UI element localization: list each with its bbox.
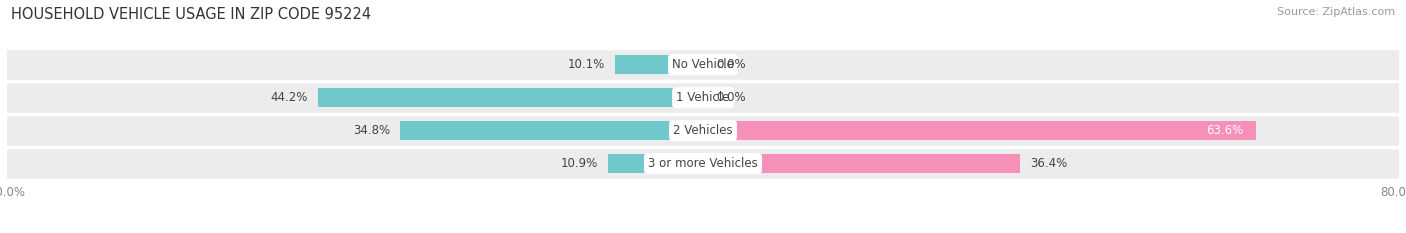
Text: HOUSEHOLD VEHICLE USAGE IN ZIP CODE 95224: HOUSEHOLD VEHICLE USAGE IN ZIP CODE 9522…	[11, 7, 371, 22]
Text: 0.0%: 0.0%	[716, 58, 745, 71]
Text: 34.8%: 34.8%	[353, 124, 389, 137]
Bar	[616, 55, 703, 74]
Text: 2 Vehicles: 2 Vehicles	[673, 124, 733, 137]
Text: 10.9%: 10.9%	[561, 157, 598, 170]
Bar	[401, 121, 703, 140]
Text: No Vehicle: No Vehicle	[672, 58, 734, 71]
Text: 0.0%: 0.0%	[716, 91, 745, 104]
Text: 10.1%: 10.1%	[568, 58, 605, 71]
Text: 3 or more Vehicles: 3 or more Vehicles	[648, 157, 758, 170]
Bar	[7, 147, 1399, 180]
Bar	[609, 154, 703, 173]
Bar	[7, 81, 1399, 114]
Bar	[319, 88, 703, 107]
Text: Source: ZipAtlas.com: Source: ZipAtlas.com	[1277, 7, 1395, 17]
Bar	[703, 121, 1257, 140]
Text: 44.2%: 44.2%	[271, 91, 308, 104]
Text: 36.4%: 36.4%	[1031, 157, 1067, 170]
Text: 1 Vehicle: 1 Vehicle	[676, 91, 730, 104]
Bar	[703, 154, 1019, 173]
Text: 63.6%: 63.6%	[1206, 124, 1243, 137]
Bar	[7, 48, 1399, 81]
Bar	[7, 114, 1399, 147]
